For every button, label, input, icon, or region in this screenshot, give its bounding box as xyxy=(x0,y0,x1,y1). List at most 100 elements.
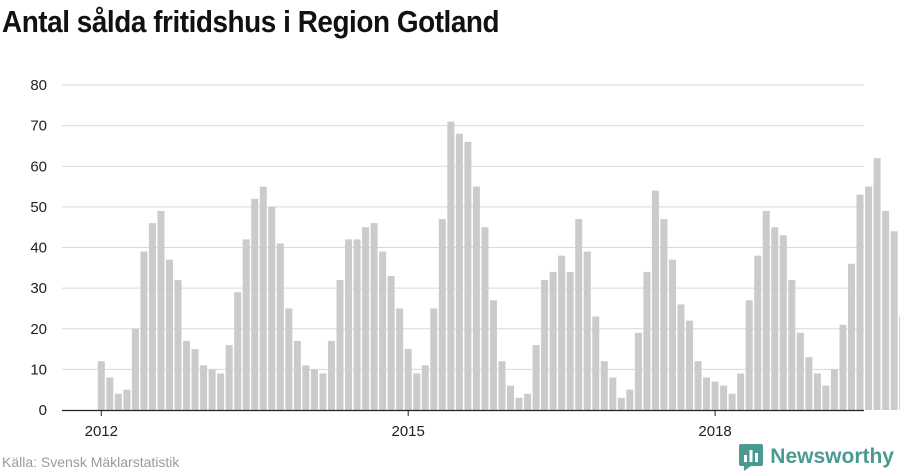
bar xyxy=(856,194,864,410)
bar xyxy=(285,308,293,410)
bar xyxy=(762,210,770,410)
bar xyxy=(558,255,566,411)
bar xyxy=(600,361,608,410)
bar xyxy=(532,345,540,410)
chart-title: Antal sålda fritidshus i Region Gotland xyxy=(2,4,500,39)
bar xyxy=(720,385,728,411)
bar xyxy=(430,308,438,410)
bar xyxy=(106,377,114,410)
bar xyxy=(140,251,148,410)
brand[interactable]: Newsworthy xyxy=(738,440,894,474)
bar xyxy=(413,373,421,410)
bar xyxy=(259,186,267,410)
bar xyxy=(865,186,873,410)
bar xyxy=(268,206,276,411)
bar xyxy=(617,397,625,410)
gridlines xyxy=(62,84,864,370)
bar xyxy=(771,227,779,410)
bar xyxy=(660,219,668,410)
bar xyxy=(677,304,685,411)
bar xyxy=(890,231,898,410)
bars xyxy=(97,121,900,411)
bar xyxy=(609,377,617,410)
bar xyxy=(472,186,480,410)
bar xyxy=(549,271,557,411)
bar xyxy=(848,263,855,410)
brand-name: Newsworthy xyxy=(770,445,894,468)
bar xyxy=(796,332,804,410)
bar xyxy=(882,210,890,410)
y-tick-label: 40 xyxy=(30,240,47,257)
bar xyxy=(515,397,523,410)
bar xyxy=(225,345,233,410)
bar xyxy=(293,340,301,410)
bar xyxy=(114,393,122,410)
bar xyxy=(686,320,694,411)
bar xyxy=(788,280,796,410)
bar xyxy=(626,389,634,410)
y-tick-label: 0 xyxy=(39,402,47,419)
y-tick-label: 20 xyxy=(30,321,47,338)
bar xyxy=(634,332,642,410)
y-tick-label: 80 xyxy=(30,77,47,94)
bar xyxy=(541,280,549,410)
bar xyxy=(438,219,446,410)
bar xyxy=(404,349,412,410)
bar xyxy=(745,300,753,410)
bar xyxy=(396,308,404,410)
bar xyxy=(97,361,105,410)
bar xyxy=(217,373,225,410)
y-tick-label: 70 xyxy=(30,118,47,135)
bar xyxy=(498,361,506,410)
bar xyxy=(822,385,830,411)
bar xyxy=(208,369,216,411)
bar xyxy=(131,328,139,410)
bar xyxy=(345,239,353,411)
bar xyxy=(779,235,787,410)
bar xyxy=(481,227,489,410)
bar xyxy=(455,133,463,410)
bar xyxy=(507,385,514,411)
bar xyxy=(362,227,370,410)
bar xyxy=(583,251,591,410)
bar xyxy=(174,280,182,410)
bar xyxy=(873,158,881,411)
bar xyxy=(379,251,387,410)
bar xyxy=(566,271,574,411)
bar xyxy=(651,190,659,410)
bar xyxy=(302,365,310,410)
bar xyxy=(123,389,131,410)
bar xyxy=(830,369,838,411)
bar xyxy=(643,271,651,411)
bar xyxy=(464,141,472,411)
y-tick-label: 50 xyxy=(30,199,47,216)
bar xyxy=(251,198,259,410)
bar xyxy=(319,373,327,410)
bar xyxy=(524,393,532,410)
bar xyxy=(310,369,318,411)
bar xyxy=(592,316,600,410)
bar xyxy=(447,121,455,410)
bar xyxy=(737,373,745,410)
bar xyxy=(754,255,762,411)
y-tick-label: 30 xyxy=(30,280,47,297)
bar xyxy=(694,361,702,410)
x-axis-labels: 2012201520182020 xyxy=(85,410,732,440)
x-tick-label: 2015 xyxy=(392,423,425,440)
bar xyxy=(276,243,284,410)
source-note: Källa: Svensk Mäklarstatistik xyxy=(2,454,180,470)
bar xyxy=(668,259,676,410)
bar xyxy=(805,357,813,410)
y-axis-labels: 0 10 20 30 40 50 60 70 80 xyxy=(30,77,47,419)
bar xyxy=(813,373,821,410)
bar xyxy=(183,340,191,410)
y-tick-label: 10 xyxy=(30,361,47,378)
bar xyxy=(200,365,208,410)
x-tick-label: 2012 xyxy=(85,423,118,440)
x-tick-label: 2018 xyxy=(698,423,731,440)
bar xyxy=(370,223,378,410)
bar xyxy=(157,210,165,410)
bar xyxy=(711,381,719,410)
bar xyxy=(327,340,335,410)
